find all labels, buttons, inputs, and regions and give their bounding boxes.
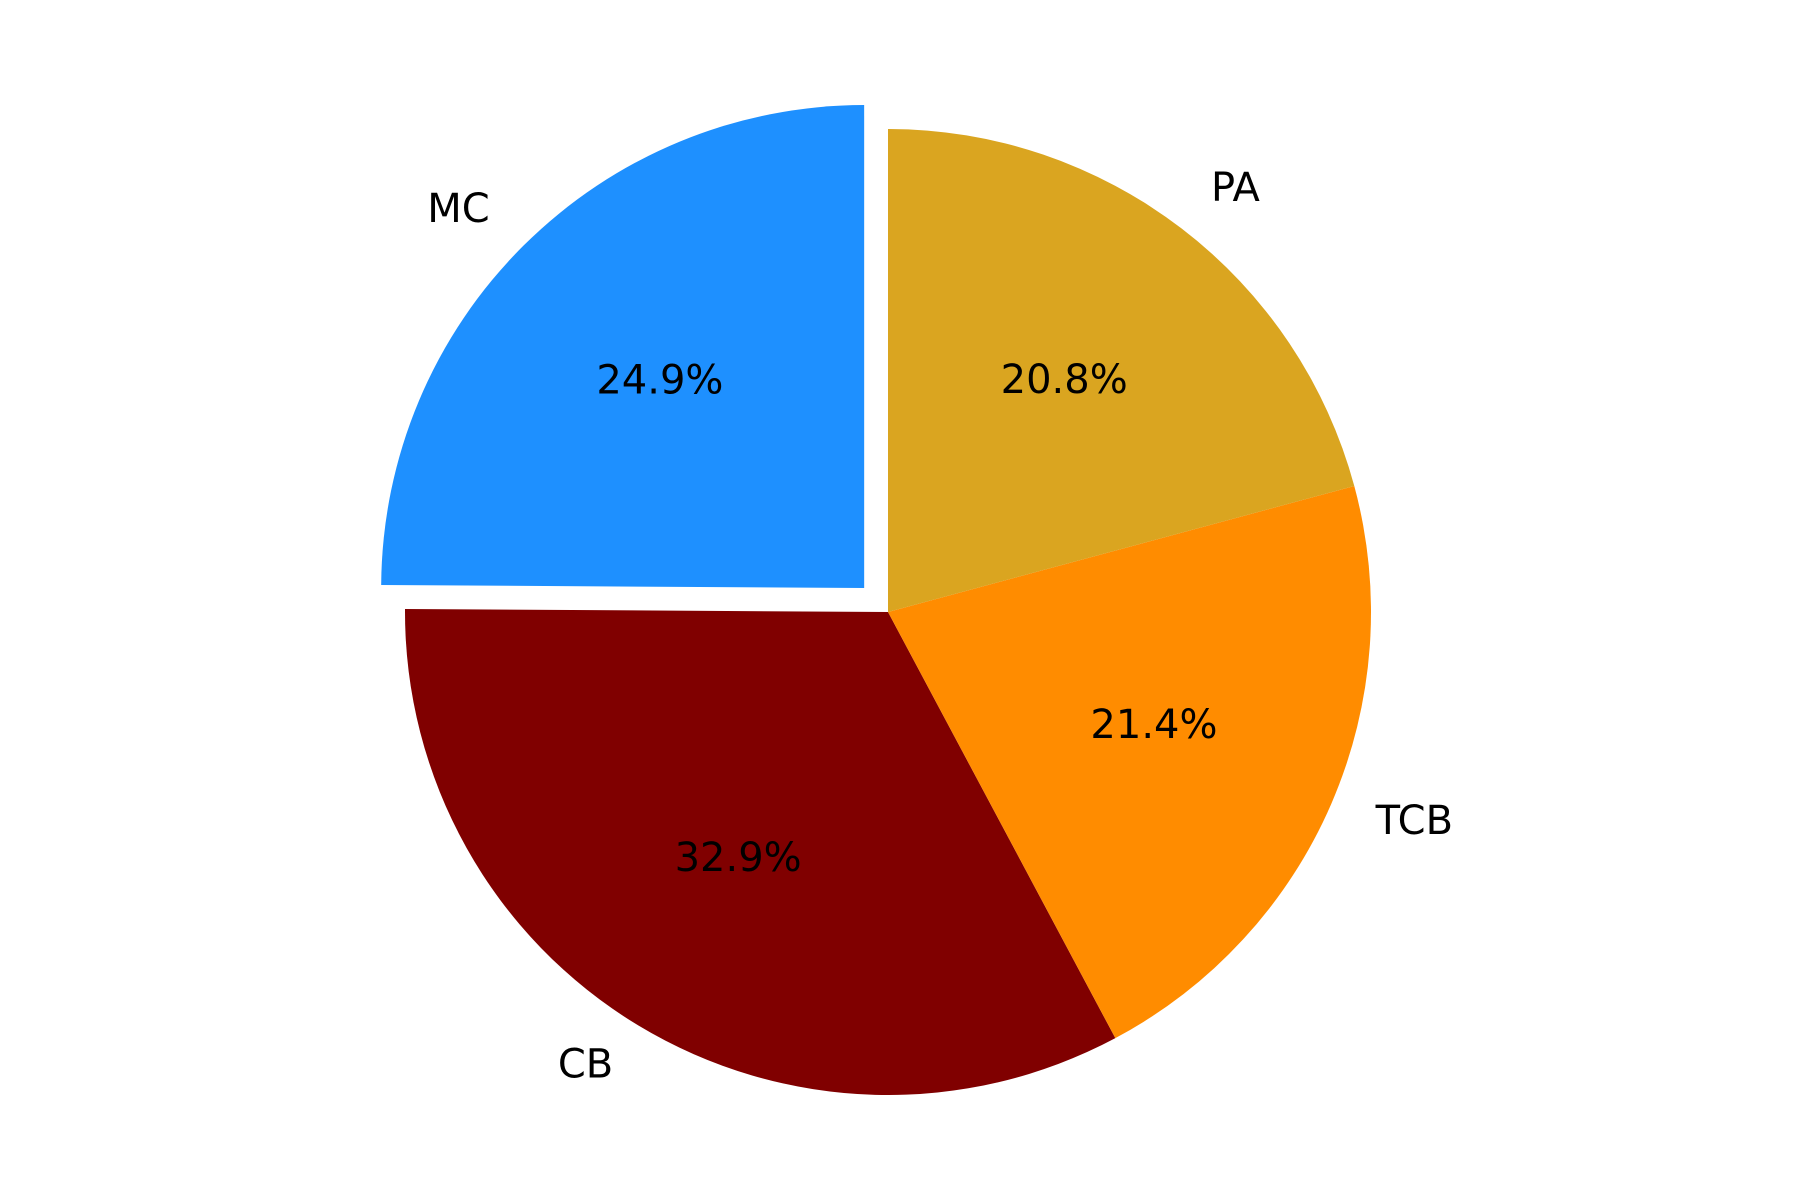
slice-label-mc: MC: [427, 186, 489, 232]
slice-label-tcb: TCB: [1375, 798, 1453, 844]
slice-label-pa: PA: [1211, 165, 1261, 211]
slice-percent-cb: 32.9%: [675, 835, 802, 881]
pie-slices: [381, 105, 1371, 1095]
slice-percent-tcb: 21.4%: [1090, 702, 1217, 748]
slice-percent-pa: 20.8%: [1001, 357, 1128, 403]
pie-slice-tcb: [888, 486, 1371, 1039]
pie-slice-mc: [381, 105, 865, 589]
pie-slice-cb: [405, 608, 1116, 1095]
pie-labels: MC 24.9% CB 32.9% TCB 21.4% PA 20.8%: [427, 165, 1453, 1088]
slice-label-cb: CB: [558, 1042, 613, 1088]
pie-slice-pa: [888, 129, 1355, 612]
slice-percent-mc: 24.9%: [596, 357, 723, 403]
